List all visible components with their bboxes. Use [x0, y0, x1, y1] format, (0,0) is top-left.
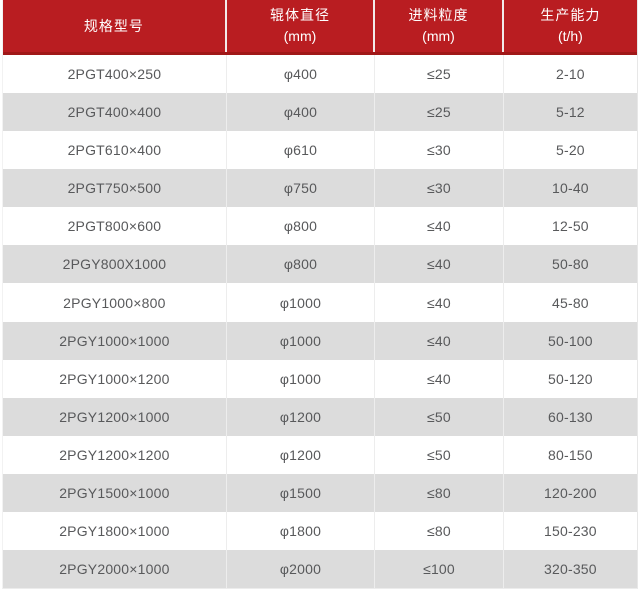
header-unit: (mm) [422, 28, 455, 44]
header-cell-model: 规格型号 [3, 0, 227, 52]
cell-capacity: 45-80 [551, 294, 589, 311]
header-title: 生产能力 [540, 7, 601, 23]
cell-diameter: φ750 [227, 169, 376, 208]
cell-diameter: φ1000 [227, 283, 376, 322]
cell-capacity: 12-50 [551, 218, 589, 235]
cell-diameter: φ1800 [227, 511, 376, 551]
cell-model: 2PGT750×500 [3, 169, 227, 208]
header-cell-feed-size: 进料粒度 (mm) [375, 0, 504, 52]
table-row: 2PGY1500×1000 φ1500 ≤80 120-200 [3, 473, 637, 512]
cell-capacity: 120-200 [544, 484, 597, 501]
cell-diameter: φ800 [227, 207, 376, 246]
table-row: 2PGY1200×1200 φ1200 ≤50 80-150 [3, 435, 637, 474]
cell-feed: ≤30 [375, 131, 504, 170]
cell-capacity: 5-12 [555, 104, 585, 121]
table-row: 2PGY1800×1000 φ1800 ≤80 150-230 [3, 511, 637, 551]
cell-diameter: φ1500 [227, 473, 376, 512]
cell-model: 2PGY800X1000 [3, 245, 227, 284]
header-cell-capacity: 生产能力 (t/h) [504, 0, 637, 52]
cell-capacity: 2-10 [555, 66, 585, 83]
cell-model: 2PGY1000×1000 [3, 321, 227, 360]
table-body: 2PGT400×250 φ400 ≤25 2-10 2PGT400×400 φ4… [3, 55, 637, 589]
cell-model: 2PGT610×400 [3, 131, 227, 170]
cell-model: 2PGT800×600 [3, 207, 227, 246]
cell-model: 2PGY1200×1000 [3, 397, 227, 436]
cell-capacity: 10-40 [551, 180, 589, 197]
cell-model: 2PGY1500×1000 [3, 473, 227, 512]
table-row: 2PGT400×250 φ400 ≤25 2-10 [3, 55, 637, 94]
cell-feed: ≤80 [375, 511, 504, 551]
cell-diameter: φ800 [227, 245, 376, 284]
header-title: 辊体直径 [269, 7, 330, 23]
cell-feed: ≤100 [375, 550, 504, 589]
cell-diameter: φ2000 [227, 550, 376, 589]
cell-capacity: 60-130 [547, 408, 593, 425]
cell-model: 2PGT400×250 [3, 55, 227, 94]
header-cell-roller-diameter: 辊体直径 (mm) [227, 0, 376, 52]
cell-feed: ≤40 [375, 245, 504, 284]
cell-capacity: 5-20 [555, 142, 585, 159]
cell-feed: ≤25 [375, 93, 504, 132]
cell-diameter: φ400 [227, 55, 376, 94]
cell-diameter: φ610 [227, 131, 376, 170]
cell-capacity: 50-120 [547, 370, 593, 387]
cell-feed: ≤50 [375, 397, 504, 436]
header-unit: (t/h) [557, 28, 583, 44]
cell-diameter: φ400 [227, 93, 376, 132]
cell-diameter: φ1200 [227, 397, 376, 436]
cell-feed: ≤30 [375, 169, 504, 208]
cell-capacity: 320-350 [544, 561, 597, 578]
cell-feed: ≤25 [375, 55, 504, 94]
cell-feed: ≤40 [375, 359, 504, 398]
table-row: 2PGT400×400 φ400 ≤25 5-12 [3, 93, 637, 132]
cell-model: 2PGY1000×1200 [3, 359, 227, 398]
cell-model: 2PGY2000×1000 [3, 550, 227, 589]
table-header-row: 规格型号 辊体直径 (mm) 进料粒度 (mm) 生产能力 (t/h) [3, 0, 637, 55]
cell-model: 2PGT400×400 [3, 93, 227, 132]
cell-capacity: 50-80 [551, 256, 589, 273]
table-row: 2PGY1000×800 φ1000 ≤40 45-80 [3, 283, 637, 322]
cell-diameter: φ1200 [227, 435, 376, 474]
table-row: 2PGT610×400 φ610 ≤30 5-20 [3, 131, 637, 170]
cell-model: 2PGY1000×800 [3, 283, 227, 322]
cell-capacity: 150-230 [544, 522, 597, 539]
cell-model: 2PGY1200×1200 [3, 435, 227, 474]
cell-capacity: 80-150 [547, 446, 593, 463]
header-unit: (mm) [283, 28, 317, 44]
cell-feed: ≤40 [375, 283, 504, 322]
header-title: 规格型号 [83, 17, 144, 34]
cell-model: 2PGY1800×1000 [3, 511, 227, 551]
cell-capacity: 50-100 [547, 332, 593, 349]
table-row: 2PGT750×500 φ750 ≤30 10-40 [3, 169, 637, 208]
cell-diameter: φ1000 [227, 359, 376, 398]
table-row: 2PGY1200×1000 φ1200 ≤50 60-130 [3, 397, 637, 436]
table-row: 2PGT800×600 φ800 ≤40 12-50 [3, 207, 637, 246]
table-row: 2PGY1000×1200 φ1000 ≤40 50-120 [3, 359, 637, 398]
table-row: 2PGY1000×1000 φ1000 ≤40 50-100 [3, 321, 637, 360]
cell-diameter: φ1000 [227, 321, 376, 360]
cell-feed: ≤50 [375, 435, 504, 474]
table-row: 2PGY800X1000 φ800 ≤40 50-80 [3, 245, 637, 284]
cell-feed: ≤40 [375, 207, 504, 246]
table-row: 2PGY2000×1000 φ2000 ≤100 320-350 [3, 550, 637, 589]
cell-feed: ≤80 [375, 473, 504, 512]
cell-feed: ≤40 [375, 321, 504, 360]
header-title: 进料粒度 [408, 7, 469, 23]
